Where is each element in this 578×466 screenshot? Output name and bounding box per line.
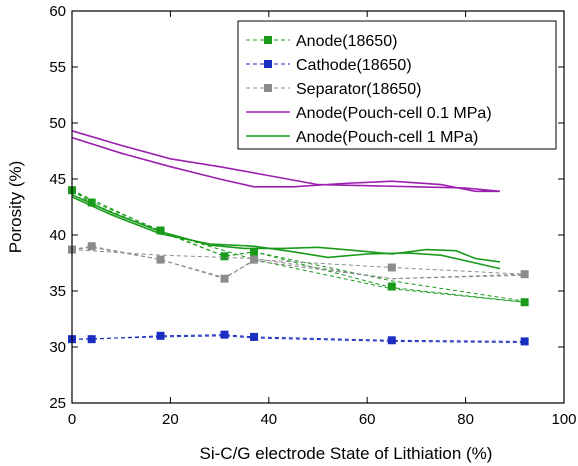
legend-label: Anode(Pouch-cell 1 MPa) <box>296 129 478 146</box>
legend-item-anode-18650: Anode(18650) <box>246 33 397 50</box>
series-anode-pouch-cell-0-1-mpa <box>71 130 501 193</box>
plot-frame <box>71 10 565 404</box>
data-point <box>156 226 165 235</box>
y-tick-label: 45 <box>49 171 66 188</box>
series-line <box>71 136 500 193</box>
legend-label: Cathode(18650) <box>296 57 412 74</box>
y-tick-label: 25 <box>49 395 66 412</box>
data-point <box>220 252 229 261</box>
y-tick-label: 50 <box>49 115 66 132</box>
x-tick-label: 100 <box>551 411 576 428</box>
data-point <box>87 198 96 207</box>
x-tick-label: 20 <box>162 411 179 428</box>
data-point <box>250 247 259 256</box>
x-tick-label: 0 <box>68 411 76 428</box>
data-point <box>387 282 396 291</box>
legend-item-cathode-18650: Cathode(18650) <box>246 57 412 74</box>
y-axis-title: Porosity (%) <box>6 161 25 254</box>
x-tick-label: 60 <box>359 411 376 428</box>
series-line <box>71 196 501 270</box>
data-point <box>87 335 96 344</box>
data-point <box>220 274 229 283</box>
data-point <box>250 332 259 341</box>
legend-item-anode-pouch-cell-0-1-mpa: Anode(Pouch-cell 0.1 MPa) <box>246 105 492 122</box>
y-tick-label: 35 <box>49 283 66 300</box>
legend-label: Anode(Pouch-cell 0.1 MPa) <box>296 105 492 122</box>
legend-label: Separator(18650) <box>296 81 421 98</box>
legend-marker <box>264 36 272 44</box>
series-line <box>71 189 525 303</box>
axis-layer: 0 20 40 60 80 100 25 30 35 40 45 50 55 60 <box>49 3 576 428</box>
x-tick-label: 80 <box>457 411 474 428</box>
legend-label: Anode(18650) <box>296 33 397 50</box>
data-point <box>520 270 529 279</box>
data-point <box>387 263 396 272</box>
y-tick-label: 30 <box>49 339 66 356</box>
data-point <box>156 255 165 264</box>
x-tick-label: 40 <box>260 411 277 428</box>
data-point <box>220 330 229 339</box>
legend: Anode(18650) Cathode(18650) Separator(1865… <box>237 20 557 150</box>
y-tick-label: 40 <box>49 227 66 244</box>
series-line <box>71 335 525 343</box>
x-axis-title: Si-C/G electrode State of Lithiation (%) <box>200 444 493 463</box>
data-point <box>520 298 529 307</box>
data-point <box>387 336 396 345</box>
series-line <box>71 193 501 263</box>
y-tick-label: 60 <box>49 3 66 20</box>
series-anode-pouch-cell-1-mpa <box>71 193 501 270</box>
legend-box <box>237 20 557 150</box>
data-point <box>250 255 259 264</box>
legend-marker <box>264 60 272 68</box>
legend-marker <box>264 84 272 92</box>
data-point <box>156 331 165 340</box>
data-point <box>520 337 529 346</box>
series-line <box>71 130 501 193</box>
y-tick-label: 55 <box>49 59 66 76</box>
legend-item-anode-pouch-cell-1-mpa: Anode(Pouch-cell 1 MPa) <box>246 129 478 146</box>
data-point <box>87 242 96 251</box>
legend-item-separator-18650: Separator(18650) <box>246 81 421 98</box>
